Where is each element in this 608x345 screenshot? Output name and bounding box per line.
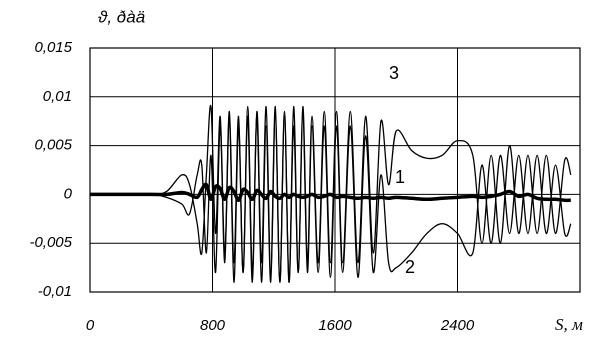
- y-tick-label: 0,005: [34, 137, 72, 154]
- curve-label: 1: [395, 167, 405, 187]
- y-tick-label: 0,015: [34, 39, 72, 56]
- x-tick-label: 2400: [440, 317, 475, 334]
- y-tick-label: -0,005: [29, 234, 72, 251]
- plot-border: [89, 47, 581, 293]
- y-tick-label: 0: [64, 185, 73, 202]
- series-line: [89, 104, 572, 283]
- x-tick-label: 800: [200, 317, 226, 334]
- x-tick-label: 0: [86, 317, 95, 334]
- curve-label: 2: [405, 257, 415, 277]
- y-tick-label: -0,01: [38, 283, 72, 300]
- y-tick-label: 0,01: [43, 88, 72, 105]
- series-line: [89, 182, 571, 203]
- x-axis-label: S, м: [555, 315, 583, 334]
- chart-title: ϑ, ðàä: [98, 7, 145, 26]
- x-tick-label: 1600: [318, 317, 352, 334]
- curve-label: 3: [389, 63, 399, 83]
